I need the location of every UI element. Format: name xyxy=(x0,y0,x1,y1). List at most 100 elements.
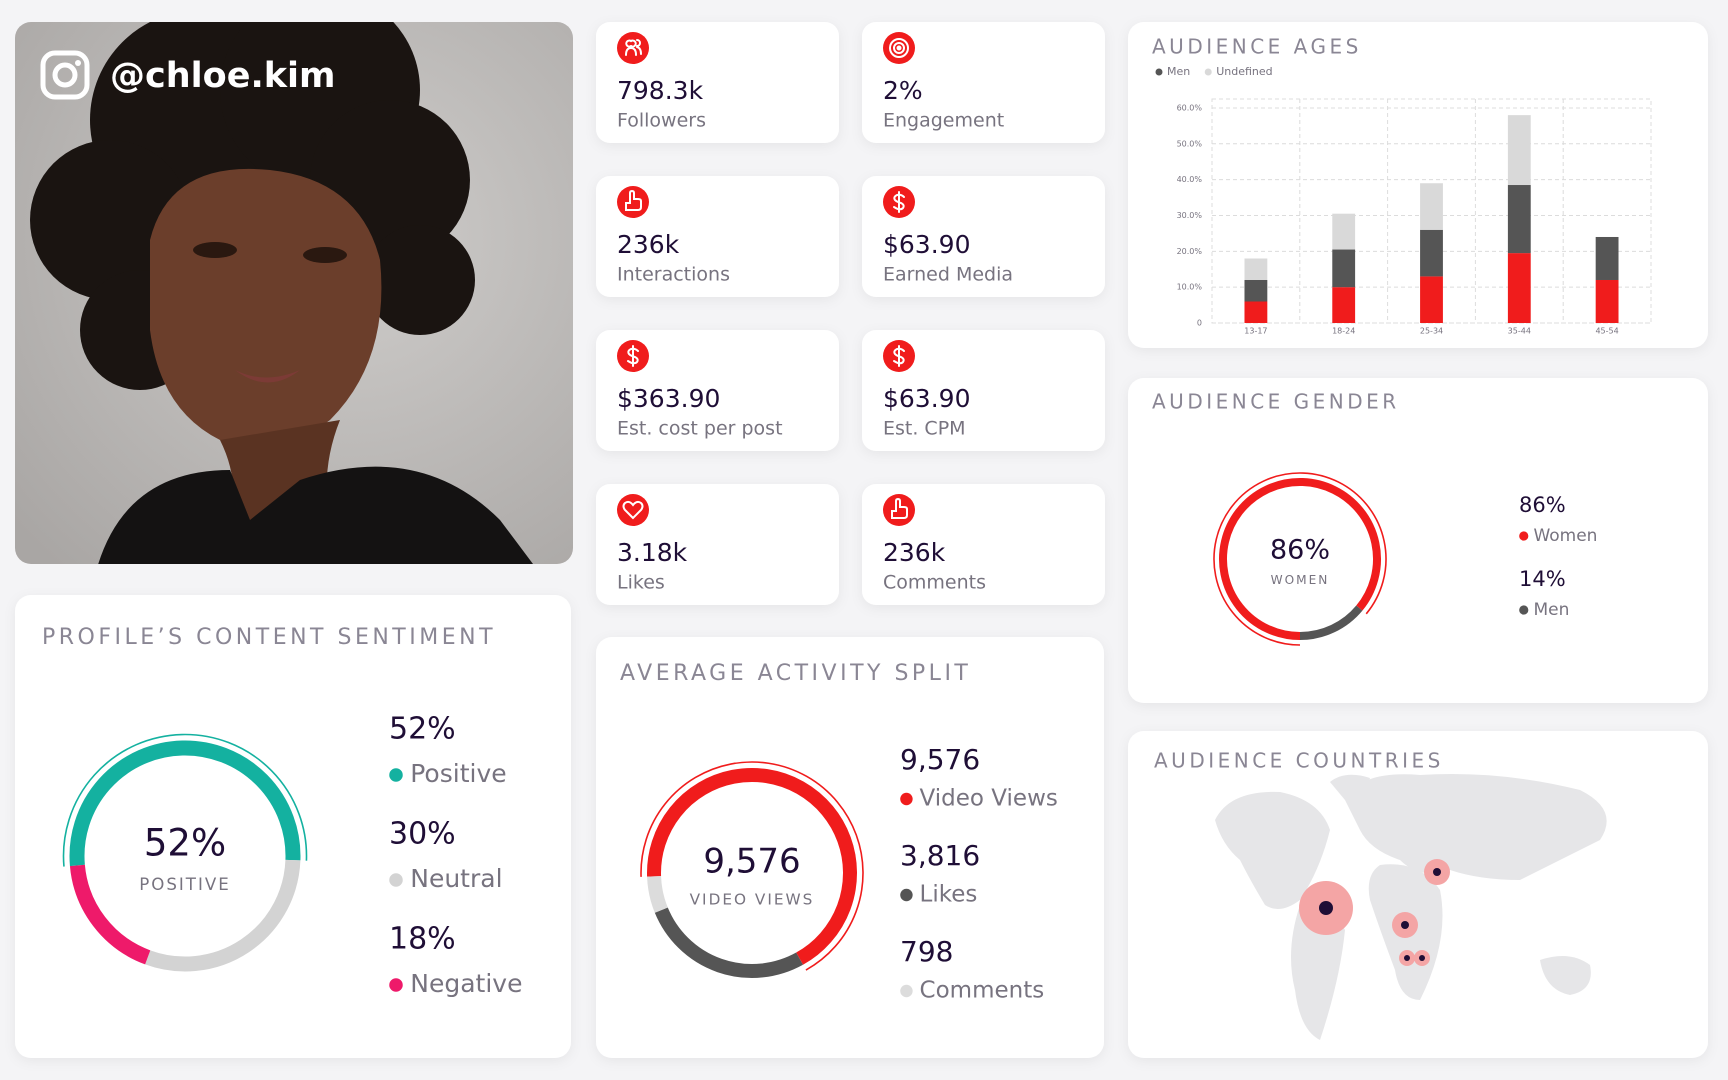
legend-name: Women xyxy=(1533,526,1597,546)
stat-card xyxy=(596,22,839,143)
stat-label: Likes xyxy=(617,572,665,594)
legend-name: Video Views xyxy=(920,786,1058,812)
ages-card xyxy=(1128,22,1708,348)
donut-outer-arc xyxy=(62,733,308,867)
bar-segment xyxy=(1507,253,1531,323)
legend-value: 14% xyxy=(1519,567,1566,591)
glyph xyxy=(896,45,902,51)
bar-segment xyxy=(1244,301,1268,323)
legend-value: 30% xyxy=(389,817,456,852)
stat-icon-glyph xyxy=(891,497,908,519)
glyph xyxy=(627,345,639,367)
y-tick-label: 40.0% xyxy=(1177,175,1203,184)
stat-icon-glyph xyxy=(622,500,644,520)
legend-label: Men xyxy=(1167,65,1190,78)
stat-card xyxy=(862,484,1105,605)
legend-dot xyxy=(900,888,913,902)
y-tick-label: 20.0% xyxy=(1177,247,1203,256)
legend-dot xyxy=(389,768,403,782)
donut-segment xyxy=(1219,478,1381,640)
stat-value: 798.3k xyxy=(617,76,704,105)
instagram-icon-dot xyxy=(75,60,81,66)
y-tick-label: 50.0% xyxy=(1177,139,1203,148)
bar-segment xyxy=(1420,276,1443,323)
instagram-icon xyxy=(40,50,90,100)
legend-name: Positive xyxy=(410,759,506,788)
donut-segment xyxy=(69,864,151,965)
stat-value: $63.90 xyxy=(883,230,970,259)
glyph xyxy=(891,497,908,519)
glyph xyxy=(893,191,905,213)
stat-icon-glyph xyxy=(627,345,639,367)
legend-swatch xyxy=(1204,68,1212,76)
bar-segment xyxy=(1595,236,1619,280)
legend-name: Comments xyxy=(920,978,1045,1004)
stat-value: 236k xyxy=(883,538,946,567)
stat-card xyxy=(596,330,839,451)
legend-name: Negative xyxy=(410,969,522,998)
y-tick-label: 60.0% xyxy=(1177,103,1203,112)
donut-segment xyxy=(654,907,803,978)
stat-label: Interactions xyxy=(617,264,730,286)
stat-icon-glyph xyxy=(625,189,642,211)
glyph xyxy=(893,345,905,367)
stat-label: Est. cost per post xyxy=(617,418,783,440)
x-tick-label: 25-34 xyxy=(1420,327,1443,336)
glyph xyxy=(625,39,642,56)
stat-value: $63.90 xyxy=(883,384,970,413)
legend-name: Men xyxy=(1533,600,1569,620)
ages-title: AUDIENCE AGES xyxy=(1152,35,1362,59)
legend-value: 86% xyxy=(1519,493,1566,517)
stat-label: Est. CPM xyxy=(883,418,966,440)
x-tick-label: 13-17 xyxy=(1244,327,1267,336)
bar-segment xyxy=(1507,115,1531,186)
x-tick-label: 35-44 xyxy=(1508,327,1531,336)
stat-card xyxy=(596,484,839,605)
stat-label: Comments xyxy=(883,572,986,594)
stat-label: Engagement xyxy=(883,110,1004,132)
bar-segment xyxy=(1332,287,1356,323)
glyph xyxy=(889,38,909,58)
y-tick-label: 30.0% xyxy=(1177,211,1203,220)
glyph xyxy=(622,500,644,520)
donut-center-label: WOMEN xyxy=(1271,573,1330,587)
bar-segment xyxy=(1420,183,1443,230)
stat-icon-glyph xyxy=(893,345,905,367)
countries-title: AUDIENCE COUNTRIES xyxy=(1154,749,1444,773)
donut-segment xyxy=(647,768,857,965)
legend-value: 3,816 xyxy=(900,839,980,872)
legend-value: 9,576 xyxy=(900,743,980,776)
stat-icon xyxy=(617,494,649,526)
donut-center-label: POSITIVE xyxy=(139,875,231,894)
legend-dot xyxy=(389,978,403,992)
legend-value: 798 xyxy=(900,935,953,968)
stat-icon-glyph xyxy=(889,38,909,58)
donut-segment xyxy=(145,859,301,972)
glyph xyxy=(625,189,642,211)
donut-segment xyxy=(1299,605,1363,640)
profile-photo xyxy=(15,22,573,564)
bar-segment xyxy=(1332,213,1356,250)
gender-card xyxy=(1128,378,1708,703)
legend-swatch xyxy=(1155,68,1163,76)
donut-segment xyxy=(647,875,668,913)
donut-center-value: 86% xyxy=(1270,534,1330,565)
legend-value: 52% xyxy=(389,712,456,747)
world-map xyxy=(1215,774,1607,1040)
x-tick-label: 45-54 xyxy=(1595,327,1618,336)
stat-value: $363.90 xyxy=(617,384,720,413)
bar-segment xyxy=(1244,279,1268,302)
legend-dot xyxy=(1519,605,1529,615)
sentiment-title: PROFILE’S CONTENT SENTIMENT xyxy=(42,625,496,650)
stat-value: 3.18k xyxy=(617,538,688,567)
profile-handle: @chloe.kim xyxy=(110,56,335,96)
gender-title: AUDIENCE GENDER xyxy=(1152,390,1400,414)
stat-label: Followers xyxy=(617,110,706,132)
legend-value: 18% xyxy=(389,922,456,957)
y-tick-label: 0 xyxy=(1197,319,1202,328)
legend-name: Likes xyxy=(920,882,978,908)
stat-label: Earned Media xyxy=(883,264,1013,286)
bar-segment xyxy=(1420,229,1443,277)
